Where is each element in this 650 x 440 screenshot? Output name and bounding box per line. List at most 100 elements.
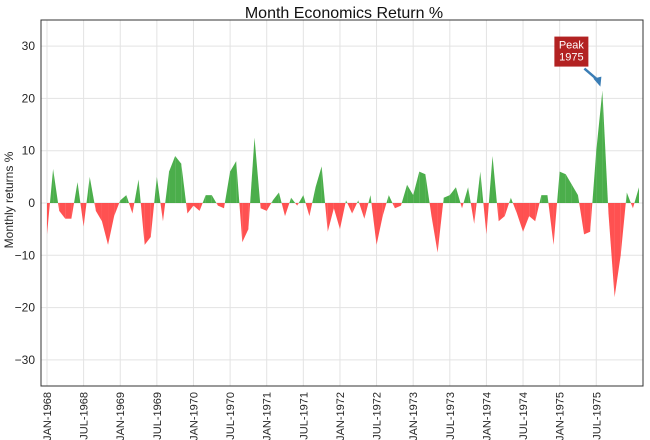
positive-return-area [401, 184, 408, 203]
negative-return-area [128, 203, 133, 214]
chart-title: Month Economics Return % [245, 5, 443, 22]
x-tick-label: JAN-1971 [262, 392, 274, 440]
positive-return-area [303, 195, 306, 203]
y-tick-label: 10 [22, 144, 36, 158]
positive-return-area [202, 195, 206, 203]
negative-return-area [429, 203, 432, 217]
y-axis-ticks: −30 −20 −10 0 10 20 30 [15, 39, 36, 367]
positive-return-area [86, 176, 90, 203]
y-tick-label: −20 [15, 301, 36, 315]
x-tick-label: JUL-1969 [152, 392, 164, 440]
positive-return-area [134, 179, 139, 203]
positive-return-area [577, 195, 580, 203]
negative-return-area [548, 203, 554, 245]
positive-return-area [175, 155, 182, 203]
x-tick-label: JUL-1971 [298, 392, 310, 440]
positive-return-area [77, 182, 81, 203]
positive-return-area [488, 155, 493, 203]
positive-return-area [278, 192, 282, 203]
negative-return-area [248, 203, 251, 230]
positive-return-area [368, 195, 371, 203]
positive-return-area [370, 195, 372, 203]
positive-return-area [419, 171, 426, 203]
positive-return-area [289, 197, 292, 203]
positive-return-area [602, 90, 608, 203]
positive-return-area [455, 187, 461, 203]
positive-return-area [74, 182, 78, 203]
positive-return-area [480, 171, 484, 203]
x-tick-label: JAN-1968 [42, 392, 54, 440]
positive-return-area [230, 161, 237, 203]
positive-return-area [443, 197, 444, 203]
peak-annotation-arrowhead [593, 76, 602, 87]
negative-return-area [376, 203, 383, 245]
positive-return-area [224, 171, 231, 203]
y-tick-label: −30 [15, 353, 36, 367]
positive-return-area [449, 187, 456, 203]
peak-annotation-year: 1975 [559, 52, 583, 64]
negative-return-area [584, 203, 591, 235]
negative-return-area [382, 203, 387, 217]
negative-return-area [80, 203, 84, 227]
positive-return-area [236, 161, 240, 203]
x-tick-label: JAN-1973 [408, 392, 420, 440]
negative-return-area [359, 203, 365, 219]
positive-return-area [211, 195, 217, 203]
positive-return-area [156, 176, 161, 203]
return-areas [47, 90, 639, 298]
positive-return-area [49, 169, 54, 203]
positive-return-area [89, 176, 95, 203]
x-tick-label: JAN-1972 [335, 392, 347, 440]
negative-return-area [529, 203, 536, 222]
positive-return-area [557, 171, 560, 203]
positive-return-area [596, 90, 603, 203]
negative-return-area [260, 203, 267, 211]
positive-return-area [413, 171, 420, 203]
negative-return-area [71, 203, 75, 219]
positive-return-area [205, 195, 212, 203]
negative-return-area [460, 203, 463, 209]
y-tick-label: −10 [15, 248, 36, 262]
positive-return-area [443, 195, 450, 203]
positive-return-area [119, 200, 121, 203]
peak-annotation: Peak 1975 [554, 36, 602, 87]
positive-return-area [547, 195, 549, 203]
positive-return-area [463, 187, 469, 203]
positive-return-area [559, 171, 566, 203]
positive-return-area [126, 195, 129, 203]
negative-return-area [364, 203, 369, 219]
peak-annotation-label: Peak [559, 40, 585, 52]
negative-return-area [431, 203, 438, 253]
negative-return-area [498, 203, 505, 222]
x-tick-label: JAN-1969 [115, 392, 127, 440]
plot-frame [40, 19, 644, 387]
positive-return-area [492, 155, 497, 203]
negative-return-area [242, 203, 249, 243]
x-axis-ticks: JAN-1968 JUL-1968 JAN-1969 JUL-1969 JAN-1970… [42, 392, 603, 440]
positive-return-area [357, 200, 359, 203]
negative-return-area [150, 203, 155, 237]
negative-return-area [47, 203, 50, 235]
positive-return-area [165, 171, 170, 203]
positive-return-area [291, 197, 296, 203]
negative-return-area [305, 203, 310, 217]
positive-return-area [425, 174, 430, 203]
negative-return-area [333, 203, 340, 230]
x-tick-label: JUL-1973 [445, 392, 457, 440]
negative-return-area [281, 203, 286, 217]
negative-return-area [339, 203, 346, 230]
negative-return-area [186, 203, 188, 214]
negative-return-area [199, 203, 203, 211]
negative-return-area [347, 203, 353, 214]
negative-return-area [65, 203, 72, 219]
positive-return-area [407, 184, 414, 203]
negative-return-area [590, 203, 593, 232]
negative-return-area [620, 203, 626, 256]
negative-return-area [392, 203, 395, 209]
positive-return-area [625, 192, 627, 203]
positive-return-area [345, 200, 347, 203]
negative-return-area [512, 203, 517, 214]
negative-return-area [95, 203, 102, 222]
negative-return-area [516, 203, 524, 232]
